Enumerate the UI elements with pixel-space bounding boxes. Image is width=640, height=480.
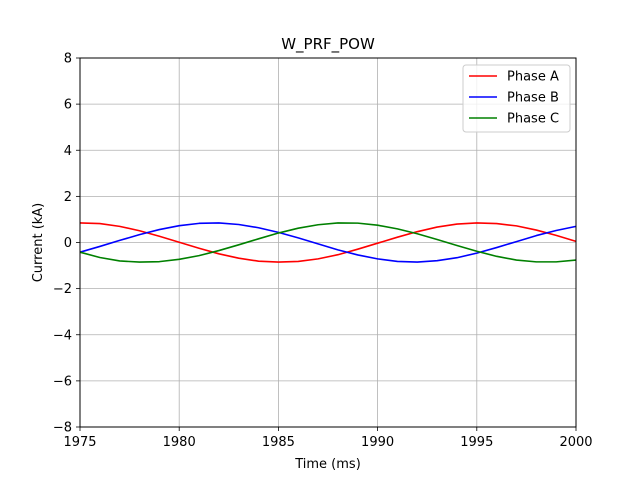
y-tick-label: 6 (64, 98, 72, 113)
x-tick-label: 1995 (460, 435, 493, 450)
y-tick-label: 4 (64, 144, 72, 159)
series-line-phase-a (79, 222, 577, 263)
x-tick-label: 2000 (559, 435, 592, 450)
series-line-phase-b (79, 222, 577, 263)
y-tick-label: −4 (53, 328, 72, 343)
series-line-phase-c (79, 222, 577, 263)
chart-title: W_PRF_POW (281, 35, 375, 54)
x-tick-label: 1990 (361, 435, 394, 450)
y-tick-label: −2 (53, 282, 72, 297)
legend-box (462, 64, 571, 133)
x-axis: 1975 1980 1985 1990 1995 2000 (63, 427, 593, 450)
legend-label: Phase A (507, 70, 559, 85)
y-tick-label: −6 (53, 374, 72, 389)
y-axis-label: Current (kA) (31, 203, 46, 283)
legend-label: Phase C (507, 112, 559, 127)
legend-label: Phase B (507, 91, 559, 106)
x-axis-label: Time (ms) (294, 457, 361, 472)
y-tick-label: 2 (64, 190, 72, 205)
legend: Phase A Phase B Phase C (462, 64, 571, 133)
x-tick-label: 1980 (163, 435, 196, 450)
y-axis: −8 −6 −4 −2 0 2 4 6 8 (53, 52, 80, 436)
y-tick-label: −8 (53, 421, 72, 436)
y-tick-label: 0 (64, 236, 72, 251)
series-lines (79, 222, 577, 263)
x-tick-label: 1975 (63, 435, 96, 450)
x-tick-label: 1985 (262, 435, 295, 450)
y-tick-label: 8 (64, 52, 72, 67)
